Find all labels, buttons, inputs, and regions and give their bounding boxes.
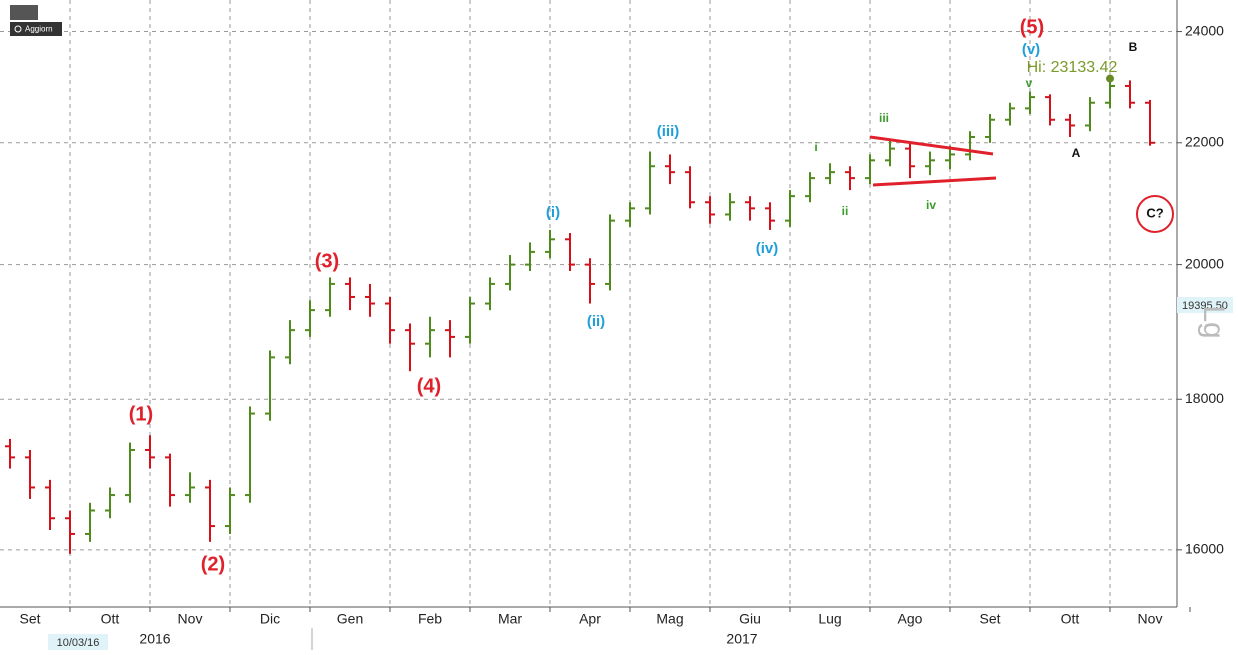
x-tick-label: Lug <box>818 611 841 627</box>
date-label: 10/03/16 <box>57 637 100 649</box>
high-marker <box>1106 74 1114 83</box>
wave-label: (iii) <box>657 123 680 140</box>
x-tick-label: Ott <box>1061 611 1080 627</box>
y-tick-label: 16000 <box>1185 541 1224 557</box>
highlight-circle <box>1136 195 1174 233</box>
y-tick-label: 20000 <box>1185 255 1224 271</box>
wave-label: iv <box>926 198 936 212</box>
annotations: (1)(2)(3)(4)(5)(i)(ii)(iii)(iv)(v)iiiiii… <box>129 16 1164 575</box>
year-label: 2017 <box>726 631 757 647</box>
wave-label: (v) <box>1022 41 1040 58</box>
wave-label: Hi: 23133.42 <box>1027 59 1118 76</box>
axes: 16000 18000 20000 22000 24000 Set Ott Nov Dic Gen… <box>19 22 1224 646</box>
x-tick-label: Nov <box>178 611 203 627</box>
wave-label: (iv) <box>756 240 779 257</box>
scale-label: Lg <box>1197 305 1230 338</box>
wave-label: (2) <box>201 553 225 575</box>
x-tick-label: Mag <box>656 611 683 627</box>
x-tick-label: Set <box>19 611 40 627</box>
wave-label: ii <box>842 204 849 218</box>
wave-label: B <box>1129 40 1138 54</box>
wave-label: v <box>1026 76 1033 90</box>
y-tick-label: 22000 <box>1185 133 1224 149</box>
wave-label: (3) <box>315 250 339 272</box>
wave-label: A <box>1072 146 1081 160</box>
toolbar-button[interactable] <box>10 22 62 36</box>
y-tick-label: 24000 <box>1185 22 1224 38</box>
x-tick-label: Feb <box>418 611 442 627</box>
y-tick-label: 18000 <box>1185 390 1224 406</box>
button-icon <box>14 25 22 33</box>
wave-label: (4) <box>417 375 441 397</box>
x-tick-label: Set <box>979 611 1000 627</box>
x-tick-label: Giu <box>739 611 761 627</box>
wave-label: iii <box>879 111 889 125</box>
wave-label: (ii) <box>587 313 605 330</box>
wave-label: i <box>814 140 817 154</box>
x-tick-label: Ago <box>898 611 923 627</box>
x-tick-label: Dic <box>260 611 280 627</box>
last-price-label: 19395.50 <box>1182 300 1228 312</box>
wave-label: (1) <box>129 403 153 425</box>
bars <box>5 78 1155 554</box>
trend-line <box>869 135 994 156</box>
date-box <box>48 634 108 650</box>
x-tick-label: Apr <box>579 611 601 627</box>
x-tick-label: Nov <box>1138 611 1163 627</box>
x-tick-label: Ott <box>101 611 120 627</box>
toolbar-menu[interactable] <box>10 5 38 20</box>
x-tick-label: Gen <box>337 611 363 627</box>
wave-label: (i) <box>546 204 560 221</box>
year-label: 2016 <box>139 631 170 647</box>
trend-line <box>872 176 997 187</box>
wave-label: (5) <box>1020 16 1044 38</box>
button-label[interactable]: Aggiorn <box>25 25 53 34</box>
last-price-box <box>1177 297 1233 313</box>
x-tick-label: Mar <box>498 611 522 627</box>
wave-label: C? <box>1146 205 1163 220</box>
